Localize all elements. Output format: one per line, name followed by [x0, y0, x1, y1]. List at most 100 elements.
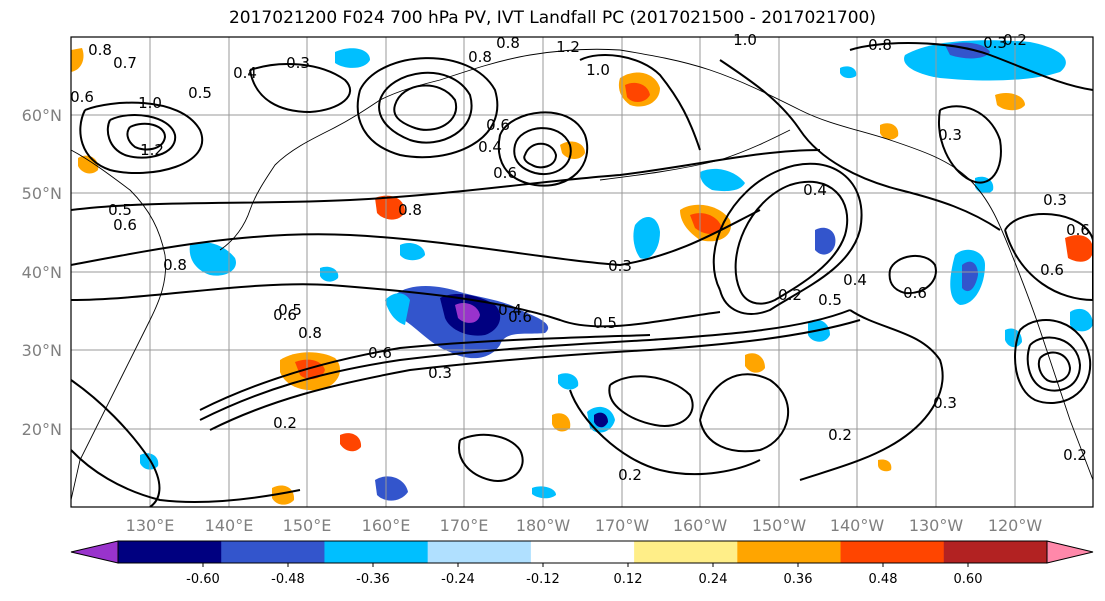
- contour-line: [71, 209, 761, 267]
- colorbar-tick-label: -0.12: [526, 572, 560, 587]
- colorbar-tick-label: 0.60: [954, 572, 983, 587]
- neg-patch: [815, 227, 836, 255]
- coastline: [599, 129, 791, 181]
- contour-label: 0.6: [493, 164, 517, 182]
- colorbar-segment: [943, 541, 1048, 563]
- contour-label: 0.8: [398, 201, 422, 219]
- lon-label: 120°W: [988, 516, 1043, 535]
- pos-patch: [340, 433, 362, 452]
- lon-label: 170°E: [440, 516, 489, 535]
- colorbar-tick-label: -0.60: [186, 572, 220, 587]
- contour-label: 0.3: [938, 126, 962, 144]
- neg-patch: [455, 303, 480, 323]
- pos-patch: [71, 48, 84, 72]
- pos-patch: [272, 485, 295, 505]
- contour-label: 0.8: [298, 324, 322, 342]
- neg-patch: [962, 261, 978, 292]
- contour-line: [712, 162, 863, 315]
- contour-label: 0.6: [273, 306, 297, 324]
- coastline: [379, 48, 801, 111]
- neg-patch: [375, 476, 408, 501]
- contour-label: 0.8: [88, 41, 112, 59]
- contour-line: [71, 449, 301, 503]
- contour-line: [497, 111, 589, 187]
- contour-label: 0.4: [843, 271, 867, 289]
- pos-patch: [560, 141, 585, 160]
- neg-patch: [700, 168, 745, 192]
- colorbar-segment: [840, 541, 945, 563]
- colorbar: -0.60 -0.48 -0.36 -0.24 -0.12 0.12 0.24 0.36 0.4…: [70, 540, 1094, 587]
- lat-label: 40°N: [22, 263, 62, 282]
- contour-label: 0.2: [778, 286, 802, 304]
- neg-patch: [840, 66, 857, 79]
- colorbar-segment: [118, 541, 222, 563]
- contour-label: 0.2: [1063, 446, 1087, 464]
- contour-line: [849, 42, 1093, 91]
- colorbar-segment: [634, 541, 738, 563]
- contour-line: [79, 101, 204, 174]
- contour-label: 1.2: [140, 141, 164, 159]
- contour-label: 0.8: [468, 48, 492, 66]
- contour-label: 0.4: [478, 138, 502, 156]
- contour-label: 0.6: [486, 116, 510, 134]
- lon-label: 150°E: [283, 516, 332, 535]
- pos-patch: [1065, 235, 1093, 262]
- latitude-axis: 60°N 50°N 40°N 30°N 20°N: [22, 106, 62, 439]
- pos-patch: [745, 353, 765, 373]
- contour-label: 0.8: [163, 256, 187, 274]
- contour-label: 0.3: [1043, 191, 1067, 209]
- contour-label: 0.2: [618, 466, 642, 484]
- lon-label: 130°W: [909, 516, 964, 535]
- contour-line: [1037, 351, 1072, 383]
- colorbar-segment: [427, 541, 532, 563]
- contour-label: 0.6: [70, 88, 94, 106]
- contour-line: [458, 433, 524, 482]
- neg-patch: [400, 243, 425, 261]
- contour-label: 0.2: [1003, 31, 1027, 49]
- neg-patch: [633, 216, 660, 259]
- contour-label: 0.6: [368, 344, 392, 362]
- pos-patch: [295, 359, 325, 380]
- contour-label: 0.5: [188, 84, 212, 102]
- lon-label: 140°W: [830, 516, 885, 535]
- contour-label: 0.6: [1066, 221, 1090, 239]
- shading-layer: [71, 40, 1093, 505]
- contour-line: [209, 319, 861, 431]
- neg-patch: [335, 48, 370, 68]
- colorbar-tick-label: -0.36: [356, 572, 390, 587]
- contour-label: 0.8: [496, 34, 520, 52]
- pos-patch: [690, 213, 722, 234]
- contour-label: 0.3: [608, 257, 632, 275]
- lon-label: 180°W: [516, 516, 571, 535]
- contour-line: [378, 71, 473, 144]
- contour-label: 0.8: [868, 36, 892, 54]
- colorbar-tick-label: 0.24: [699, 572, 728, 587]
- lon-label: 150°W: [752, 516, 807, 535]
- pos-patch: [552, 413, 571, 432]
- contour-line: [734, 180, 849, 305]
- contour-line: [1014, 319, 1092, 405]
- coastline: [799, 109, 1093, 481]
- colorbar-segment: [737, 541, 842, 563]
- neg-patch: [385, 293, 410, 325]
- lat-label: 50°N: [22, 184, 62, 203]
- contour-label: 0.4: [498, 301, 522, 319]
- contour-label: 0.3: [933, 394, 957, 412]
- contour-line: [393, 84, 458, 131]
- contour-labels: 0.80.70.6 1.01.20.50.40.30.60.80.8 1.21.00…: [70, 31, 1090, 484]
- contour-line: [513, 127, 572, 176]
- plot-frame: [70, 36, 1094, 508]
- contour-line: [699, 373, 789, 453]
- contour-label: 0.6: [1040, 261, 1064, 279]
- contour-line: [249, 63, 352, 114]
- lon-label: 140°E: [205, 516, 254, 535]
- contour-label: 0.2: [828, 426, 852, 444]
- lon-label: 130°E: [126, 516, 175, 535]
- coastlines: [71, 48, 1093, 501]
- neg-patch: [532, 486, 556, 499]
- contour-line: [1026, 336, 1082, 392]
- pos-patch: [878, 459, 892, 472]
- colorbar-segment: [530, 541, 635, 563]
- colorbar-segment: [221, 541, 325, 563]
